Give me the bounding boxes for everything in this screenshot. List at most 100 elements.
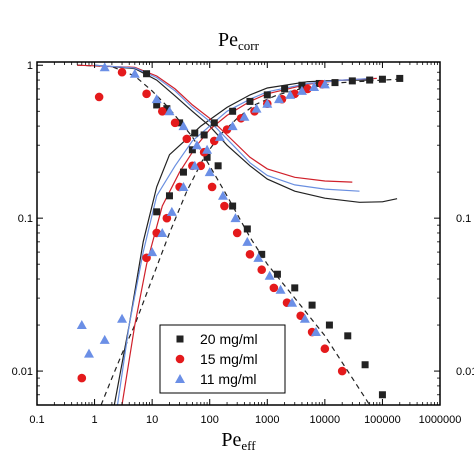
data-point-11-mg-ml — [214, 131, 225, 141]
data-point-20-mg-ml — [378, 75, 386, 83]
data-point-20-mg-ml — [153, 101, 161, 109]
data-point-15-mg-ml — [100, 413, 109, 422]
data-point-11-mg-ml — [274, 94, 285, 104]
data-point-20-mg-ml — [281, 85, 289, 93]
data-point-20-mg-ml — [344, 332, 352, 340]
data-point-11-mg-ml — [147, 247, 158, 257]
curve-dashed-0 — [77, 64, 371, 405]
data-point-11-mg-ml — [299, 313, 310, 323]
data-point-20-mg-ml — [163, 105, 171, 113]
data-point-11-mg-ml — [285, 89, 296, 99]
data-point-20-mg-ml — [243, 225, 251, 233]
x-tick-label: 1000000 — [419, 414, 462, 426]
data-point-20-mg-ml — [291, 284, 299, 292]
data-point-20-mg-ml — [214, 162, 222, 170]
curve-solid-4 — [121, 77, 377, 405]
legend-label: 15 mg/ml — [200, 351, 258, 367]
data-point-20-mg-ml — [203, 153, 211, 161]
x-tick-label: 10 — [146, 414, 158, 426]
data-point-11-mg-ml — [287, 297, 298, 307]
data-point-15-mg-ml — [245, 250, 255, 259]
top-axis-title: Pecorr — [218, 29, 260, 53]
x-axis-title-sub: eff — [241, 438, 256, 453]
data-point-20-mg-ml — [273, 270, 281, 278]
legend-marker — [176, 335, 184, 343]
data-point-20-mg-ml — [258, 250, 266, 258]
data-point-15-mg-ml — [337, 366, 347, 376]
x-axis-title-main: Pe — [221, 429, 241, 451]
data-point-15-mg-ml — [157, 106, 167, 116]
y-tick-label: 0.01 — [12, 366, 33, 378]
x-tick-label: 1000 — [255, 414, 279, 426]
data-point-11-mg-ml — [239, 111, 250, 121]
data-point-11-mg-ml — [178, 181, 189, 191]
right-y-tick-label: 0.1 — [456, 213, 471, 225]
data-point-20-mg-ml — [229, 202, 237, 210]
data-point-11-mg-ml — [151, 94, 162, 104]
data-point-20-mg-ml — [210, 119, 218, 127]
data-point-20-mg-ml — [331, 79, 339, 87]
top-axis-title-main: Pe — [218, 29, 238, 51]
legend-label: 20 mg/ml — [200, 331, 258, 347]
data-point-11-mg-ml — [262, 98, 273, 108]
legend: 20 mg/ml 15 mg/ml 11 mg/ml — [159, 324, 286, 394]
data-point-20-mg-ml — [361, 361, 369, 369]
data-point-15-mg-ml — [220, 201, 229, 211]
data-point-20-mg-ml — [263, 91, 271, 99]
x-tick-label: 0.1 — [29, 414, 44, 426]
data-point-11-mg-ml — [253, 252, 264, 262]
data-point-15-mg-ml — [182, 134, 192, 144]
data-point-15-mg-ml — [207, 182, 217, 192]
data-point-20-mg-ml — [366, 76, 374, 84]
x-axis-title: Peeff — [221, 429, 256, 453]
data-point-11-mg-ml — [191, 140, 202, 150]
data-point-11-mg-ml — [217, 190, 228, 200]
y-tick-label: 0.1 — [18, 213, 33, 225]
data-point-11-mg-ml — [275, 284, 286, 294]
x-tick-label: 100000 — [364, 414, 401, 426]
y-tick-label: 1 — [27, 60, 33, 72]
curve-solid-3 — [94, 64, 398, 203]
data-point-11-mg-ml — [230, 213, 241, 223]
data-point-11-mg-ml — [189, 160, 200, 170]
data-point-20-mg-ml — [191, 129, 199, 137]
data-point-15-mg-ml — [269, 283, 279, 293]
data-point-11-mg-ml — [310, 327, 321, 337]
data-point-11-mg-ml — [178, 121, 189, 131]
data-point-11-mg-ml — [129, 68, 140, 78]
data-point-20-mg-ml — [378, 391, 386, 399]
data-point-11-mg-ml — [319, 79, 330, 89]
data-point-15-mg-ml — [162, 213, 172, 223]
data-point-15-mg-ml — [94, 92, 104, 102]
data-point-20-mg-ml — [200, 131, 208, 139]
data-point-20-mg-ml — [348, 77, 356, 85]
data-point-15-mg-ml — [320, 344, 330, 354]
top-axis-title-sub: corr — [238, 38, 260, 53]
data-point-15-mg-ml — [303, 84, 312, 94]
x-tick-label: 100 — [201, 414, 219, 426]
data-point-11-mg-ml — [309, 82, 320, 92]
data-point-11-mg-ml — [83, 348, 94, 358]
data-point-15-mg-ml — [232, 228, 242, 238]
data-point-20-mg-ml — [308, 301, 316, 309]
curve-solid-6 — [116, 77, 374, 405]
legend-marker — [175, 354, 185, 364]
x-tick-label: 10000 — [310, 414, 341, 426]
data-point-11-mg-ml — [204, 167, 215, 177]
data-point-20-mg-ml — [165, 192, 173, 200]
data-point-20-mg-ml — [396, 74, 404, 82]
axis-ticks: 0.1 1 10 100 1000 10000 100000 1000000 0.01 0.1 1 0… — [12, 60, 474, 426]
data-point-11-mg-ml — [99, 334, 110, 344]
data-point-15-mg-ml — [142, 89, 151, 99]
data-point-11-mg-ml — [296, 85, 307, 95]
data-point-20-mg-ml — [325, 321, 333, 329]
data-point-11-mg-ml — [166, 206, 177, 216]
data-point-15-mg-ml — [117, 67, 127, 77]
plot-frame — [36, 61, 441, 406]
data-points — [76, 62, 404, 422]
data-point-11-mg-ml — [242, 236, 253, 246]
data-point-15-mg-ml — [170, 118, 180, 128]
legend-label: 11 mg/ml — [200, 371, 257, 387]
data-point-20-mg-ml — [229, 107, 237, 115]
